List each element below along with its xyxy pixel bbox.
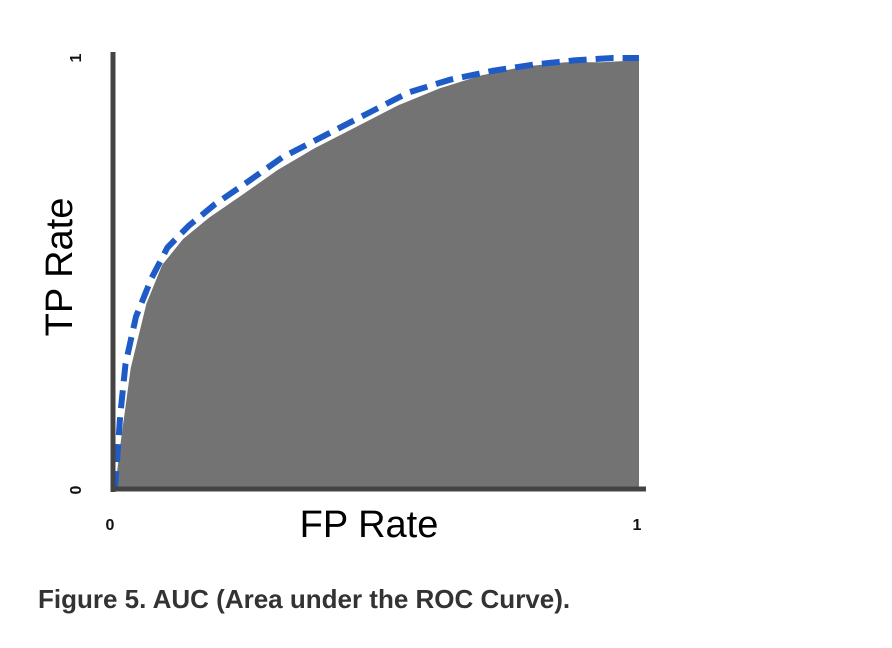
x-tick-label-1: 1 [633, 517, 642, 534]
figure-caption: Figure 5. AUC (Area under the ROC Curve)… [38, 584, 571, 614]
y-tick-label-1: 1 [68, 53, 85, 62]
y-axis-label: TP Rate [39, 198, 81, 337]
y-tick-label-0: 0 [68, 485, 85, 494]
x-tick-label-0: 0 [106, 517, 115, 534]
series-layer [112, 55, 639, 490]
auc-area [115, 60, 639, 489]
roc-curve-dashed-line [112, 55, 639, 490]
x-axis-label: FP Rate [300, 504, 439, 546]
